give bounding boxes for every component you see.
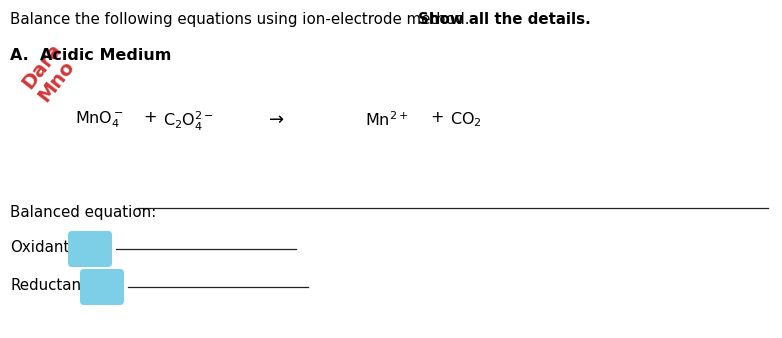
Text: +: + [430,110,443,125]
Text: A.  Acidic Medium: A. Acidic Medium [10,48,171,63]
Text: Oxidant:: Oxidant: [10,240,74,255]
Text: Dara
Mno: Dara Mno [18,40,81,105]
Text: MnO$_4^-$: MnO$_4^-$ [75,110,124,130]
Text: Show all the details.: Show all the details. [418,12,590,27]
Text: Reductant:: Reductant: [10,278,92,293]
FancyBboxPatch shape [80,269,124,305]
Text: Mn$^{2+}$: Mn$^{2+}$ [365,110,408,129]
Text: Balanced equation:: Balanced equation: [10,205,156,220]
Text: +: + [143,110,156,125]
Text: Balance the following equations using ion-electrode method.: Balance the following equations using io… [10,12,474,27]
Text: C$_2$O$_4^{2-}$: C$_2$O$_4^{2-}$ [163,110,214,133]
FancyBboxPatch shape [68,231,112,267]
Text: CO$_2$: CO$_2$ [450,110,482,129]
Text: $\rightarrow$: $\rightarrow$ [265,110,285,128]
